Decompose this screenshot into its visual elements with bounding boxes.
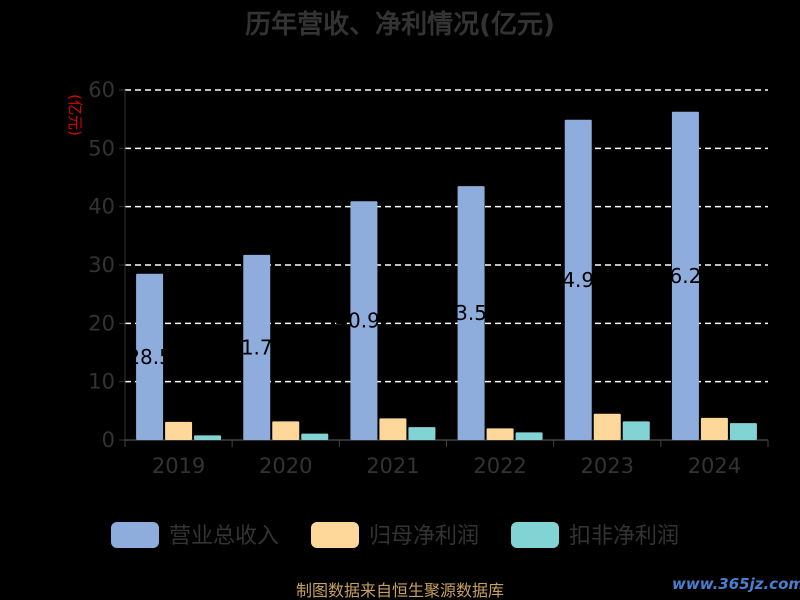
bar-2021-series-2 (379, 418, 407, 440)
bar-2024-series-1 (671, 111, 699, 440)
y-tick-label-40: 40 (88, 195, 115, 219)
bar-2019-series-2 (165, 421, 193, 440)
bars (136, 111, 757, 440)
bar-2019-series-3 (194, 435, 222, 440)
y-tick-label-50: 50 (88, 136, 115, 160)
legend-label-3: 扣非净利润 (569, 524, 679, 549)
grid-lines (125, 89, 768, 383)
data-label-2019: 28.5 (127, 345, 172, 369)
x-tick-label-2023: 2023 (581, 454, 634, 478)
bar-2020-series-3 (301, 433, 329, 440)
data-label-2022: 43.53 (442, 301, 499, 325)
legend-swatch-2 (311, 522, 359, 548)
watermark: www.365jz.com (672, 575, 800, 593)
bar-2022-series-3 (515, 432, 543, 440)
y-tick-label-60: 60 (88, 78, 115, 102)
data-label-2020: 31.74 (228, 335, 285, 359)
bar-2023-series-1 (564, 119, 592, 440)
bar-2022-series-2 (486, 428, 514, 440)
legend-item-2[interactable]: 归母净利润 (311, 522, 479, 549)
y-tick-label-30: 30 (88, 253, 115, 277)
legend-item-1[interactable]: 营业总收入 (111, 522, 279, 549)
data-label-2024: 56.28 (657, 264, 714, 288)
bar-2020-series-1 (243, 254, 271, 440)
axes: 0 10 20 30 40 50 60 2019 2020 2021 2022 2023 2024 (88, 78, 769, 478)
x-tick-label-2019: 2019 (152, 454, 205, 478)
x-tick-label-2024: 2024 (688, 454, 741, 478)
legend[interactable]: 营业总收入 归母净利润 扣非净利润 (111, 522, 679, 549)
bar-2024-series-2 (700, 417, 728, 440)
data-labels: 28.5 31.74 40.92 43.53 54.90 56.28 (127, 264, 714, 369)
data-label-2023: 54.90 (550, 268, 607, 292)
bar-2021-series-1 (350, 201, 378, 440)
x-tick-label-2022: 2022 (473, 454, 526, 478)
bar-2020-series-2 (272, 421, 300, 440)
legend-label-1: 营业总收入 (169, 524, 279, 549)
bar-2021-series-3 (408, 427, 436, 440)
chart-title: 历年营收、净利情况(亿元) (245, 9, 555, 40)
y-tick-label-10: 10 (88, 370, 115, 394)
bar-2023-series-3 (622, 421, 650, 440)
legend-item-3[interactable]: 扣非净利润 (511, 522, 679, 549)
data-source-note: 制图数据来自恒生聚源数据库 (296, 581, 504, 600)
legend-label-2: 归母净利润 (369, 524, 479, 549)
legend-swatch-3 (511, 522, 559, 548)
bar-2023-series-2 (593, 413, 621, 440)
bar-2024-series-3 (729, 423, 757, 440)
bar-2022-series-1 (457, 186, 485, 440)
y-tick-label-0: 0 (102, 428, 115, 452)
x-tick-label-2021: 2021 (366, 454, 419, 478)
x-tick-label-2020: 2020 (259, 454, 312, 478)
y-axis-unit: (亿元) (66, 94, 84, 136)
legend-swatch-1 (111, 522, 159, 548)
bar-2019-series-1 (136, 273, 164, 440)
data-label-2021: 40.92 (335, 309, 392, 333)
y-tick-label-20: 20 (88, 311, 115, 335)
